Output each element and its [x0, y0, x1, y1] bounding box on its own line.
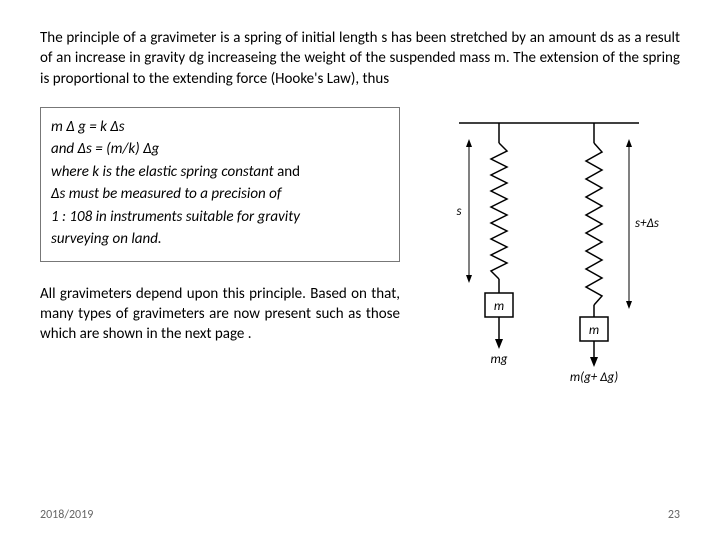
force-label-left: mg — [491, 352, 508, 367]
eq-line-3b: and — [274, 163, 300, 181]
left-column: m Δ g = k Δs and Δs = (m/k) Δg where k i… — [40, 107, 400, 387]
left-spring: m mg s — [456, 123, 513, 367]
page-number: 23 — [668, 508, 680, 522]
diagram-column: m mg s m m(g+ Δg) — [418, 107, 680, 387]
eq-line-2: and Δs = (m/k) Δg — [51, 138, 389, 161]
intro-paragraph: The principle of a gravimeter is a sprin… — [40, 28, 680, 89]
mass-label-right: m — [589, 323, 599, 338]
force-label-right: m(g+ Δg) — [570, 370, 618, 385]
mass-label-left: m — [494, 299, 504, 314]
eq-line-3a: where k is the elastic spring constant — [51, 163, 274, 181]
spring-diagram: m mg s m m(g+ Δg) — [429, 107, 669, 387]
footer: 2018/2019 23 — [40, 508, 680, 522]
footer-date: 2018/2019 — [40, 508, 93, 522]
eq-line-4: Δs must be measured to a precision of — [51, 183, 389, 206]
content-row: m Δ g = k Δs and Δs = (m/k) Δg where k i… — [40, 107, 680, 387]
equation-box: m Δ g = k Δs and Δs = (m/k) Δg where k i… — [40, 107, 400, 262]
second-paragraph: All gravimeters depend upon this princip… — [40, 284, 400, 345]
eq-line-5: 1 : 108 in instruments suitable for grav… — [51, 206, 389, 229]
eq-line-1: m Δ g = k Δs — [51, 116, 389, 139]
right-spring: m m(g+ Δg) s+Δs — [570, 123, 659, 385]
eq-line-3: where k is the elastic spring constant a… — [51, 161, 389, 184]
length-label-s: s — [456, 204, 461, 219]
length-label-sds: s+Δs — [635, 216, 659, 231]
eq-line-6: surveying on land. — [51, 228, 389, 251]
